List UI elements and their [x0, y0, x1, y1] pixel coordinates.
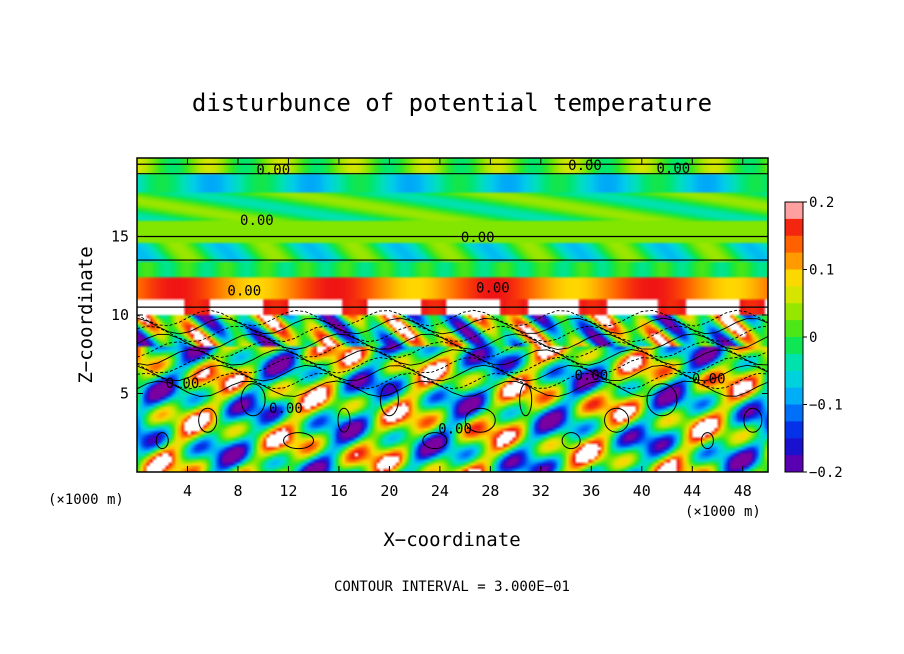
x-axis-label: X−coordinate: [383, 529, 520, 551]
colorbar-swatch: [785, 438, 803, 456]
contour-interval-note: CONTOUR INTERVAL = 3.000E−01: [334, 579, 570, 595]
colorbar-swatch: [785, 286, 803, 304]
contour-line: [422, 432, 448, 450]
x-tick-label: 48: [734, 482, 752, 500]
colorbar-swatch: [785, 353, 803, 372]
colorbar-ticks: 0.2 0.1 0 −0.1 −0.2: [803, 195, 843, 481]
colorbar-tick-label: 0.2: [809, 195, 834, 211]
colorbar-swatch: [785, 202, 803, 220]
contour-label: 0.00: [438, 422, 472, 438]
contour-label: 0.00: [692, 371, 726, 387]
x-tick-label: 4: [183, 482, 192, 500]
contour-line: [137, 372, 768, 390]
x-tick-label: 24: [431, 482, 449, 500]
colorbar-swatch: [785, 218, 803, 237]
temperature-raster: [137, 158, 768, 472]
x-axis: 4 8 12 16 20 24 28 32 36 40 44 48: [183, 158, 752, 500]
y-tick-label: 15: [111, 228, 129, 246]
contour-line: [646, 383, 678, 417]
contour-line: [604, 407, 630, 433]
colorbar-swatch: [785, 387, 803, 405]
y-tick-label: 5: [120, 385, 129, 403]
contour-line: [240, 383, 266, 417]
x-unit-left: (×1000 m): [48, 492, 124, 508]
contour-line: [137, 380, 768, 398]
contour-line: [137, 325, 768, 343]
contour-line: [137, 309, 768, 327]
contour-line: [743, 407, 763, 433]
contour-line: [137, 317, 768, 335]
x-tick-label: 28: [481, 482, 499, 500]
contour-line: [561, 432, 581, 450]
contour-line: [283, 432, 315, 450]
contour-label: 0.00: [568, 158, 602, 174]
contour-label: 0.00: [269, 401, 303, 417]
colorbar: [784, 201, 804, 473]
colorbar-swatch: [785, 235, 803, 254]
contour-labels: 0.00 0.00 0.00 0.00 0.00 0.00 0.00 0.00 0.00 0.00…: [166, 158, 726, 438]
contour-label: 0.00: [476, 280, 510, 296]
colorbar-swatch: [785, 269, 803, 287]
contour-line: [137, 349, 768, 366]
colorbar-tick-label: 0: [809, 330, 817, 346]
colorbar-swatch: [785, 252, 803, 270]
colorbar-tick-label: −0.1: [809, 398, 843, 414]
contour-line: [519, 383, 533, 417]
colorbar-swatch: [785, 370, 803, 389]
y-tick-label: 10: [111, 306, 129, 324]
contour-line: [337, 407, 351, 433]
contour-label: 0.00: [166, 376, 200, 392]
contour-label: 0.00: [656, 161, 690, 177]
colorbar-swatch: [785, 303, 803, 321]
contour-label: 0.00: [227, 283, 261, 299]
chart-title: disturbunce of potential temperature: [192, 89, 712, 117]
x-unit-right: (×1000 m): [685, 504, 761, 520]
x-tick-label: 32: [532, 482, 550, 500]
x-tick-label: 36: [582, 482, 600, 500]
contour-line: [464, 407, 496, 433]
colorbar-swatch: [785, 421, 803, 439]
x-tick-label: 16: [330, 482, 348, 500]
y-axis-label: Z−coordinate: [75, 246, 97, 383]
contour-label: 0.00: [461, 230, 495, 246]
colorbar-swatch: [785, 337, 803, 355]
contour-line: [198, 407, 218, 433]
colorbar-tick-label: 0.1: [809, 263, 834, 279]
x-tick-label: 44: [683, 482, 701, 500]
x-tick-label: 20: [380, 482, 398, 500]
contour-lines: [137, 163, 768, 450]
x-tick-label: 40: [633, 482, 651, 500]
temperature-field: 0.00 0.00 0.00 0.00 0.00 0.00 0.00 0.00 0.00 0.00…: [137, 158, 768, 472]
colorbar-swatch: [785, 455, 803, 473]
contour-line: [137, 364, 768, 382]
contour-line: [137, 341, 768, 358]
contour-line: [700, 432, 714, 450]
y-axis: 5 10 15: [111, 228, 768, 403]
contour-line: [137, 333, 768, 350]
colorbar-swatch: [785, 320, 803, 338]
x-tick-label: 8: [233, 482, 242, 500]
contour-label: 0.00: [574, 368, 608, 384]
contour-line: [155, 432, 169, 450]
colorbar-swatch: [785, 404, 803, 422]
contour-line: [379, 383, 399, 417]
colorbar-tick-label: −0.2: [809, 465, 843, 481]
x-tick-label: 12: [279, 482, 297, 500]
contour-label: 0.00: [256, 163, 290, 179]
contour-label: 0.00: [240, 213, 274, 229]
